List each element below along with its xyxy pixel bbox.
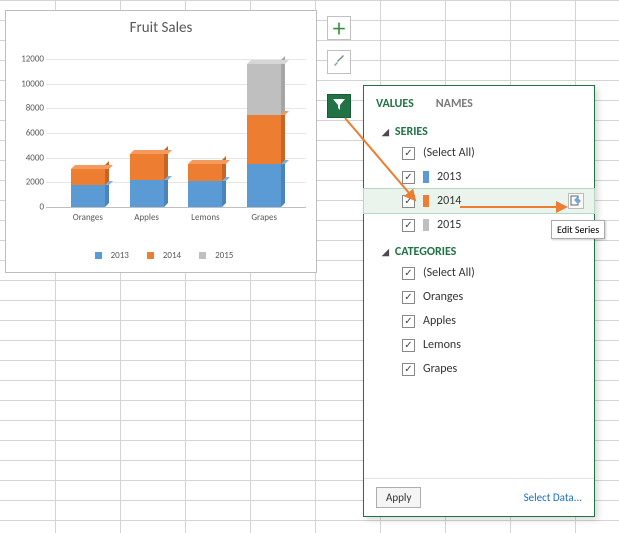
collapse-icon: ◢ <box>382 127 389 138</box>
bar-segment <box>247 64 281 115</box>
series-section-header[interactable]: ◢ SERIES <box>364 117 594 141</box>
checkbox-icon[interactable]: ✓ <box>402 171 415 184</box>
panel-tabs: VALUES NAMES <box>364 86 594 117</box>
checkbox-icon[interactable]: ✓ <box>402 219 415 232</box>
chart-styles-button[interactable] <box>327 50 351 74</box>
checkbox-icon[interactable]: ✓ <box>402 195 415 208</box>
y-axis-label: 0 <box>10 202 44 213</box>
category-item-label: Lemons <box>423 338 461 352</box>
x-axis-label: Lemons <box>175 212 235 223</box>
series-label: SERIES <box>395 125 428 139</box>
legend-swatch-icon <box>147 252 154 259</box>
series-item-label: 2014 <box>437 194 461 208</box>
chart-filter-panel: VALUES NAMES ◢ SERIES ✓ (Select All) ✓ 20… <box>363 85 595 517</box>
series-item-label: 2015 <box>437 218 461 232</box>
checkbox-icon[interactable]: ✓ <box>402 315 415 328</box>
series-swatch-icon <box>423 195 429 207</box>
select-data-link[interactable]: Select Data... <box>524 491 582 504</box>
series-swatch-icon <box>423 171 429 183</box>
y-axis-label: 2000 <box>10 177 44 188</box>
gridline <box>46 207 306 208</box>
category-item[interactable]: ✓ Grapes <box>364 357 594 381</box>
legend-item[interactable]: 2015 <box>193 250 233 261</box>
collapse-icon: ◢ <box>382 247 389 258</box>
checkbox-icon[interactable]: ✓ <box>402 291 415 304</box>
funnel-icon <box>332 97 346 116</box>
series-item-label: 2013 <box>437 170 461 184</box>
legend-swatch-icon <box>199 252 206 259</box>
series-swatch-icon <box>423 219 429 231</box>
bar-segment <box>188 181 222 207</box>
series-item[interactable]: ✓ 2013 <box>364 165 594 189</box>
chart-elements-button[interactable]: ＋ <box>327 16 351 40</box>
category-item-label: Apples <box>423 314 456 328</box>
bar-segment <box>71 185 105 207</box>
chart-filters-button[interactable] <box>327 94 351 118</box>
legend-item[interactable]: 2013 <box>89 250 129 261</box>
category-item[interactable]: ✓ Apples <box>364 309 594 333</box>
categories-section-header[interactable]: ◢ CATEGORIES <box>364 237 594 261</box>
series-select-all[interactable]: ✓ (Select All) <box>364 141 594 165</box>
y-axis-label: 6000 <box>10 128 44 139</box>
series-item[interactable]: ✓ 2014 <box>364 189 594 213</box>
category-item[interactable]: ✓ Lemons <box>364 333 594 357</box>
categories-label: CATEGORIES <box>395 245 456 259</box>
x-axis-label: Oranges <box>58 212 118 223</box>
y-axis-label: 8000 <box>10 103 44 114</box>
category-item-label: Oranges <box>423 290 463 304</box>
tab-names[interactable]: NAMES <box>436 94 481 117</box>
checkbox-icon[interactable]: ✓ <box>402 339 415 352</box>
checkbox-icon[interactable]: ✓ <box>402 363 415 376</box>
brush-icon <box>332 53 346 72</box>
categories-select-all[interactable]: ✓ (Select All) <box>364 261 594 285</box>
category-item-label: Grapes <box>423 362 457 376</box>
chart-plot-area: OrangesApplesLemonsGrapes <box>46 59 306 207</box>
y-axis-label: 4000 <box>10 152 44 163</box>
tab-values[interactable]: VALUES <box>376 94 422 117</box>
legend-item[interactable]: 2014 <box>141 250 181 261</box>
select-all-label: (Select All) <box>423 146 475 160</box>
x-axis-label: Grapes <box>234 212 294 223</box>
bar-segment <box>71 169 105 185</box>
plus-icon: ＋ <box>331 18 346 39</box>
apply-button[interactable]: Apply <box>376 487 421 508</box>
chart-title: Fruit Sales <box>6 19 316 37</box>
y-axis-label: 10000 <box>10 78 44 89</box>
bar-segment <box>130 180 164 207</box>
tooltip-edit-series: Edit Series <box>551 220 605 239</box>
bar-segment <box>247 115 281 164</box>
bar-segment <box>188 164 222 181</box>
category-item[interactable]: ✓ Oranges <box>364 285 594 309</box>
chart-legend: 2013 2014 2015 <box>6 250 316 262</box>
x-axis-label: Apples <box>117 212 177 223</box>
checkbox-icon[interactable]: ✓ <box>402 147 415 160</box>
select-all-label: (Select All) <box>423 266 475 280</box>
bar-segment <box>247 164 281 207</box>
panel-footer: Apply Select Data... <box>364 478 594 516</box>
checkbox-icon[interactable]: ✓ <box>402 267 415 280</box>
chart-container[interactable]: Fruit Sales OrangesApplesLemonsGrapes 20… <box>5 10 317 273</box>
y-axis-label: 12000 <box>10 54 44 65</box>
bar-segment <box>130 154 164 180</box>
legend-swatch-icon <box>95 252 102 259</box>
edit-series-icon[interactable] <box>568 193 584 209</box>
